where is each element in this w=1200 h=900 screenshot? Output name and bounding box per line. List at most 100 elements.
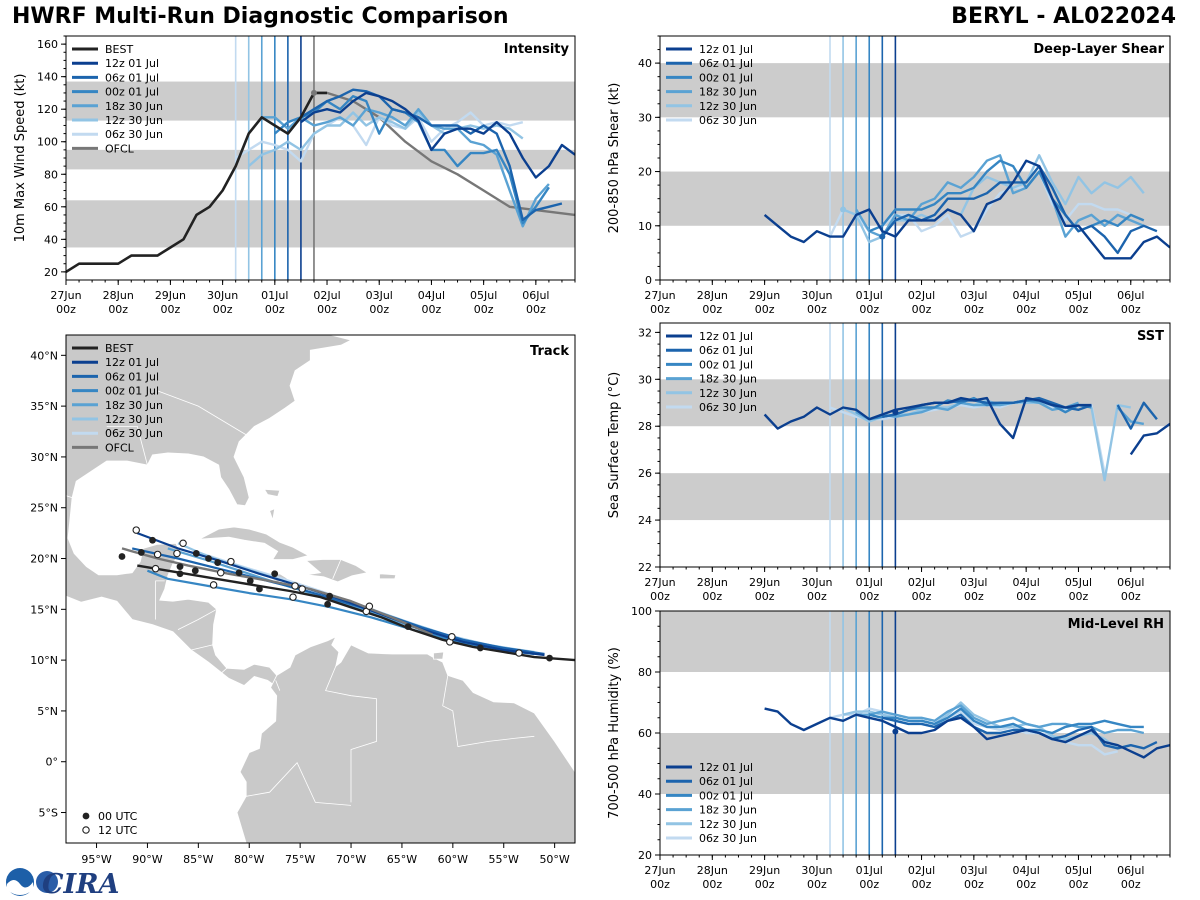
x-tick-label: 27Jun	[644, 576, 675, 589]
country-border	[155, 580, 165, 620]
x-tick-label: 00z	[807, 590, 827, 603]
shear-panel: 01020304027Jun00z28Jun00z29Jun00z30Jun00…	[607, 35, 1171, 316]
x-tick-label: 30Jun	[801, 576, 832, 589]
lon-tick-label: 80°W	[234, 853, 264, 866]
x-tick-label: 02Jul	[908, 289, 935, 302]
shaded-band	[66, 200, 575, 248]
series-line	[286, 88, 563, 221]
shaded-band	[660, 379, 1170, 427]
y-tick-label: 160	[37, 38, 58, 51]
legend-label: OFCL	[105, 441, 135, 454]
lon-tick-label: 60°W	[438, 853, 468, 866]
x-tick-label: 00z	[650, 878, 670, 891]
x-tick-label: 05Jul	[1065, 864, 1092, 877]
country-border	[442, 675, 535, 747]
rh-panel: 2040608010027Jun00z28Jun00z29Jun00z30Jun…	[607, 605, 1171, 891]
y-tick-label: 26	[638, 467, 652, 480]
x-tick-label: 00z	[702, 878, 722, 891]
x-tick-label: 00z	[964, 303, 984, 316]
lat-tick-label: 15°N	[30, 603, 58, 616]
x-tick-label: 04Jul	[418, 289, 445, 302]
shaded-band	[660, 473, 1170, 521]
init-dot	[840, 206, 847, 213]
lon-tick-label: 65°W	[387, 853, 417, 866]
x-tick-label: 06Jul	[1117, 864, 1144, 877]
x-tick-label: 04Jul	[1013, 864, 1040, 877]
globe-icon	[36, 871, 58, 893]
marker-00-utc	[149, 536, 156, 544]
legend-label: 00z 01 Jul	[699, 71, 753, 84]
land-area	[236, 635, 575, 843]
y-tick-label: 10	[638, 220, 652, 233]
marker-12-utc	[173, 549, 181, 558]
country-border	[106, 426, 148, 466]
legend-label: 18z 30 Jun	[699, 804, 757, 817]
x-tick-label: 02Jul	[908, 864, 935, 877]
lon-tick-label: 50°W	[539, 853, 569, 866]
x-tick-label: 29Jun	[749, 289, 780, 302]
series-line	[855, 154, 1145, 238]
marker-12-utc	[209, 581, 218, 589]
shaded-band	[660, 63, 1170, 118]
x-tick-label: 29Jun	[749, 576, 780, 589]
x-tick-label: 00z	[912, 878, 932, 891]
series-group	[764, 701, 1170, 759]
marker-12-utc	[132, 526, 140, 534]
series-line	[856, 704, 1145, 735]
y-axis-label: Sea Surface Temp (°C)	[607, 372, 622, 519]
marker-12-utc	[227, 557, 235, 566]
legend-label: 12z 01 Jul	[105, 57, 159, 70]
lat-tick-label: 5°S	[39, 807, 58, 820]
legend-label: 18z 30 Jun	[699, 86, 757, 99]
y-axis-label: 10m Max Wind Speed (kt)	[13, 74, 28, 243]
legend-label: 12z 30 Jun	[699, 818, 757, 831]
marker-00-utc	[205, 555, 212, 562]
shaded-band	[660, 733, 1170, 794]
lat-tick-label: 10°N	[30, 654, 58, 667]
marker-12-utc	[291, 582, 299, 590]
marker-00-utc	[546, 654, 553, 662]
marker-00-utc	[256, 585, 263, 593]
land-area	[433, 651, 445, 660]
noaa-wave-icon	[7, 880, 33, 895]
country-border	[177, 608, 217, 630]
y-tick-label: 22	[638, 561, 652, 574]
x-tick-label: 27Jun	[644, 289, 675, 302]
x-tick-label: 06Jul	[522, 289, 549, 302]
marker-00-utc	[271, 570, 279, 578]
lon-tick-label: 70°W	[336, 853, 366, 866]
x-tick-label: 27Jun	[50, 289, 81, 302]
x-tick-label: 01Jul	[856, 289, 883, 302]
legend-label: 12z 01 Jul	[699, 330, 753, 343]
series-line	[274, 95, 550, 225]
legend-label: 12z 30 Jun	[105, 114, 163, 127]
x-tick-label: 00z	[1016, 590, 1036, 603]
x-tick-label: 01Jul	[856, 576, 883, 589]
y-tick-label: 30	[638, 373, 652, 386]
marker-00-utc	[176, 563, 184, 571]
x-tick-label: 05Jul	[1065, 576, 1092, 589]
legend-label: 06z 30 Jun	[699, 114, 757, 127]
x-tick-label: 00z	[265, 303, 285, 316]
marker-00-utc	[404, 623, 412, 630]
y-tick-label: 30	[638, 111, 652, 124]
country-border	[66, 495, 73, 498]
series-line	[881, 164, 1158, 255]
country-border	[191, 644, 213, 651]
marker-12-utc	[365, 602, 374, 611]
x-tick-label: 29Jun	[155, 289, 186, 302]
series-line	[868, 159, 1145, 233]
marker-12-utc	[298, 585, 306, 593]
marker-12-utc	[289, 593, 297, 601]
series-line	[842, 701, 1119, 750]
legend-label: BEST	[105, 43, 133, 56]
marker-00-utc	[476, 644, 484, 652]
x-tick-label: 00z	[1069, 590, 1089, 603]
x-tick-label: 00z	[1121, 590, 1141, 603]
legend-label: 18z 30 Jun	[105, 399, 163, 412]
x-tick-label: 06Jul	[1117, 576, 1144, 589]
panel-title: Track	[530, 344, 569, 359]
init-dot	[879, 233, 886, 240]
x-tick-label: 03Jul	[960, 576, 987, 589]
series-line	[261, 108, 550, 228]
